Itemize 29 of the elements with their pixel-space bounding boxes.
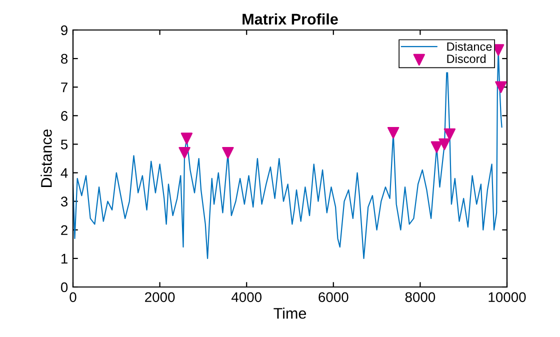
point — [222, 146, 234, 159]
point — [430, 141, 443, 153]
y-tick-label: 9 — [61, 25, 68, 36]
point — [387, 126, 400, 139]
y-tick-label: 3 — [60, 196, 68, 207]
x-axis-title: Time — [274, 308, 306, 319]
point — [180, 132, 193, 144]
y-tick-label: 8 — [61, 54, 68, 64]
point — [178, 146, 190, 159]
legend-label: Discord — [447, 54, 486, 63]
y-tick-label: 6 — [61, 111, 68, 121]
y-axis-title: Distance — [40, 129, 52, 187]
x-tick-label: 4000 — [231, 292, 262, 302]
y-tick-label: 4 — [60, 168, 68, 178]
y-tick-label: 5 — [60, 140, 68, 150]
y-tick-label: 0 — [60, 282, 68, 292]
point — [438, 138, 450, 150]
point — [495, 81, 507, 93]
x-tick-label: 6000 — [318, 292, 348, 302]
x-tick-label: 8000 — [405, 292, 436, 302]
x-tick-label: 2000 — [145, 292, 175, 302]
x-tick-label: 10000 — [488, 292, 526, 302]
point — [444, 128, 456, 140]
y-tick-label: 1 — [61, 254, 68, 264]
y-tick-label: 7 — [61, 82, 68, 92]
chart-title: Matrix Profile — [242, 13, 338, 25]
legend-label: Distance — [447, 42, 492, 51]
y-tick-label: 2 — [61, 225, 68, 235]
x-tick-label: 0 — [70, 292, 76, 302]
